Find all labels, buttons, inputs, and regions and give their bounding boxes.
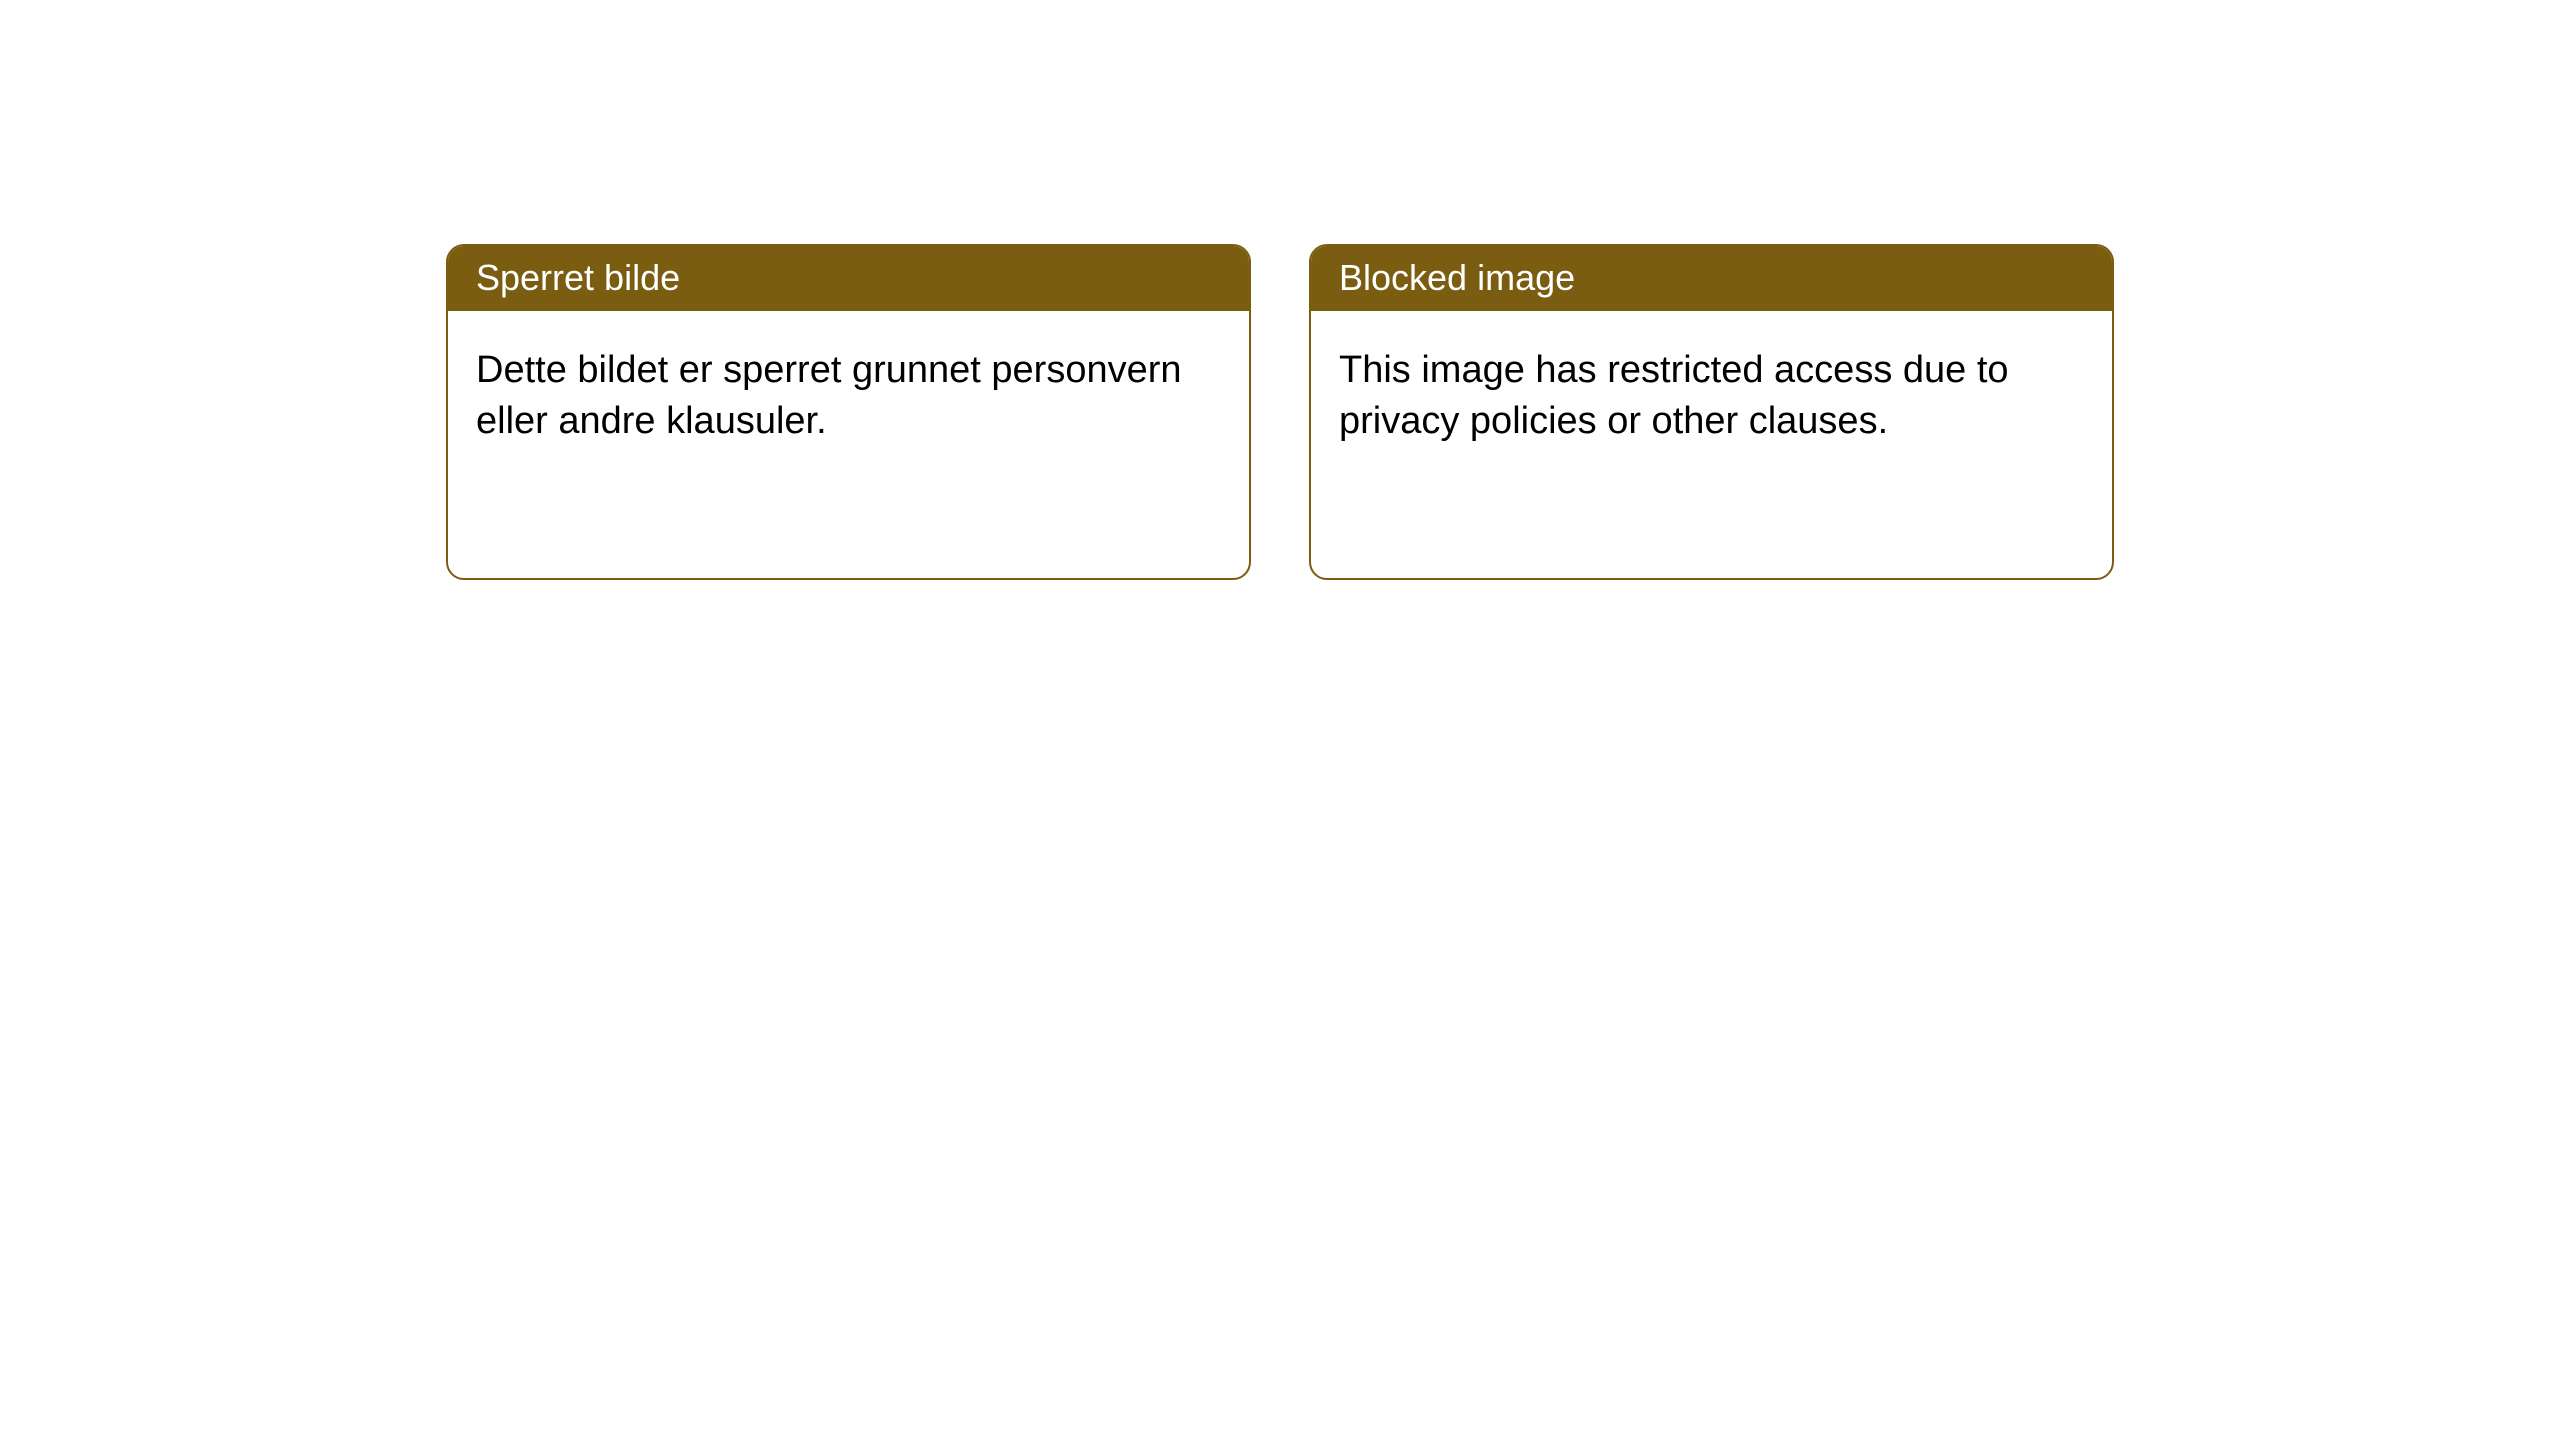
notice-card-en: Blocked image This image has restricted …: [1309, 244, 2114, 580]
notice-card-title: Sperret bilde: [448, 246, 1249, 311]
notice-card-no: Sperret bilde Dette bildet er sperret gr…: [446, 244, 1251, 580]
notice-card-body: This image has restricted access due to …: [1311, 311, 2112, 482]
notice-card-title: Blocked image: [1311, 246, 2112, 311]
notice-card-row: Sperret bilde Dette bildet er sperret gr…: [0, 0, 2560, 580]
notice-card-body: Dette bildet er sperret grunnet personve…: [448, 311, 1249, 482]
